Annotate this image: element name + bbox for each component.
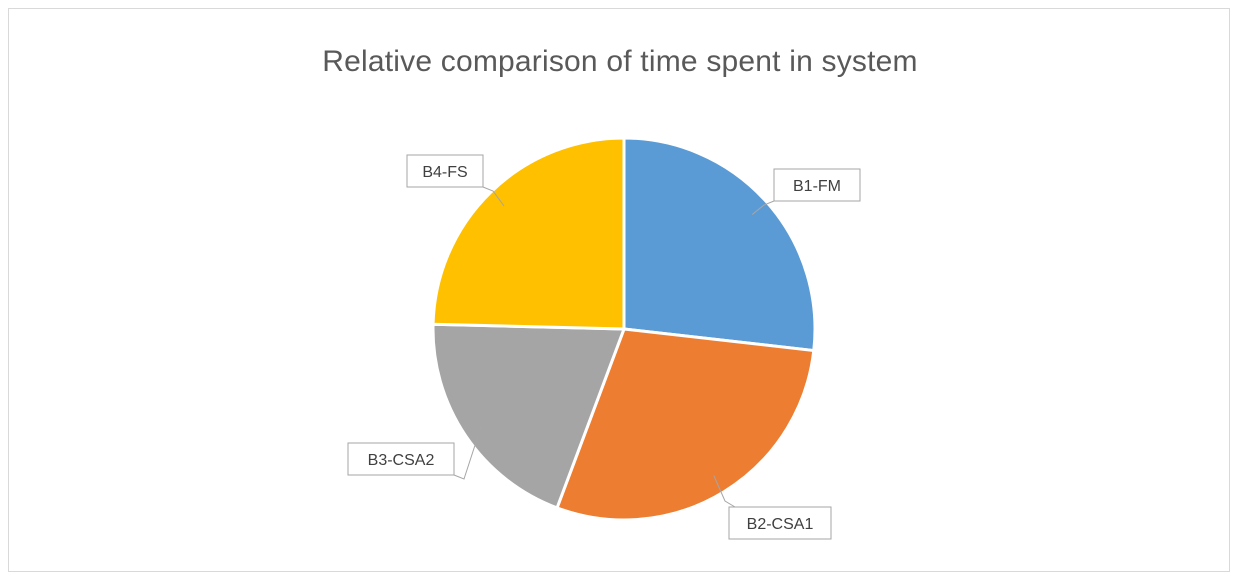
pie-slice-b2-csa1	[555, 327, 816, 522]
data-label-b1-fm: B1-FM	[793, 178, 841, 195]
pie-chart: B1-FM B2-CSA1 B3-CSA2 B4-FS	[347, 136, 861, 540]
data-label-b4-fs: B4-FS	[422, 164, 467, 181]
data-label-box-b4-fs	[406, 154, 484, 188]
chart-title: Relative comparison of time spent in sys…	[322, 45, 918, 78]
pie-slice-b3-csa2	[431, 322, 626, 510]
data-label-box-b2-csa1	[728, 506, 832, 540]
leader-line-b1-fm	[751, 200, 775, 215]
pie-slice-b4-fs	[431, 136, 626, 331]
data-label-box-b1-fm	[773, 168, 861, 202]
data-label-b3-csa2: B3-CSA2	[368, 452, 435, 469]
leader-line-b2-csa1	[713, 475, 736, 508]
leader-line-b3-csa2	[453, 425, 482, 480]
chart-area: Relative comparison of time spent in sys…	[8, 8, 1230, 572]
leader-line-b4-fs	[482, 186, 505, 207]
data-label-box-b3-csa2	[347, 442, 455, 476]
pie-slice-b1-fm	[622, 136, 817, 353]
data-label-b2-csa1: B2-CSA1	[747, 516, 814, 533]
